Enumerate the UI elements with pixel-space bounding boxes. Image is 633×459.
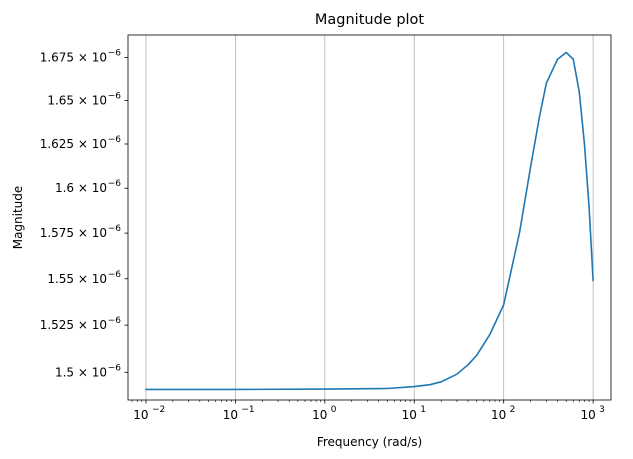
- x-axis-label: Frequency (rad/s): [317, 435, 422, 449]
- x-tick-exponent: −1: [241, 405, 254, 415]
- y-tick-exponent: −6: [108, 179, 122, 189]
- x-tick-exponent: 0: [331, 405, 337, 415]
- y-tick-exponent: −6: [108, 224, 122, 234]
- x-tick-label: 10: [491, 408, 506, 422]
- y-tick-exponent: −6: [108, 135, 122, 145]
- y-tick-exponent: −6: [108, 316, 122, 326]
- x-tick-label: 10: [223, 408, 238, 422]
- y-tick-exponent: −6: [108, 49, 122, 59]
- x-tick-label: 10: [133, 408, 148, 422]
- plot-frame: [127, 34, 612, 401]
- line-layer: [145, 51, 594, 391]
- chart-title: Magnitude plot: [315, 12, 425, 28]
- x-tick-label: 10: [580, 408, 595, 422]
- x-tick-exponent: 2: [510, 405, 516, 415]
- x-tick-exponent: 1: [420, 405, 426, 415]
- x-tick-label: 10: [402, 408, 417, 422]
- y-tick-exponent: −6: [108, 270, 122, 280]
- y-tick-exponent: −6: [108, 91, 122, 101]
- y-tick-label: 1.525 × 10: [40, 318, 107, 332]
- y-tick-label: 1.65 × 10: [47, 93, 107, 107]
- y-tick-label: 1.625 × 10: [40, 137, 107, 151]
- magnitude-series-line: [145, 51, 594, 391]
- x-tick-exponent: 3: [599, 405, 605, 415]
- x-tick-exponent: −2: [152, 405, 165, 415]
- y-tick-label: 1.5 × 10: [55, 365, 107, 379]
- y-tick-label: 1.575 × 10: [40, 226, 107, 240]
- grid-layer: [145, 35, 594, 400]
- tick-layer: 10 −2 10 −1 10 0 10 1 10 2 10 3−61.5 × 10−61.525 × …: [40, 49, 605, 422]
- x-tick-label: 10: [312, 408, 327, 422]
- y-tick-label: 1.6 × 10: [55, 181, 107, 195]
- y-tick-label: 1.675 × 10: [40, 51, 107, 65]
- y-tick-exponent: −6: [108, 363, 122, 373]
- y-axis-label: Magnitude: [11, 186, 25, 250]
- y-tick-label: 1.55 × 10: [47, 272, 107, 286]
